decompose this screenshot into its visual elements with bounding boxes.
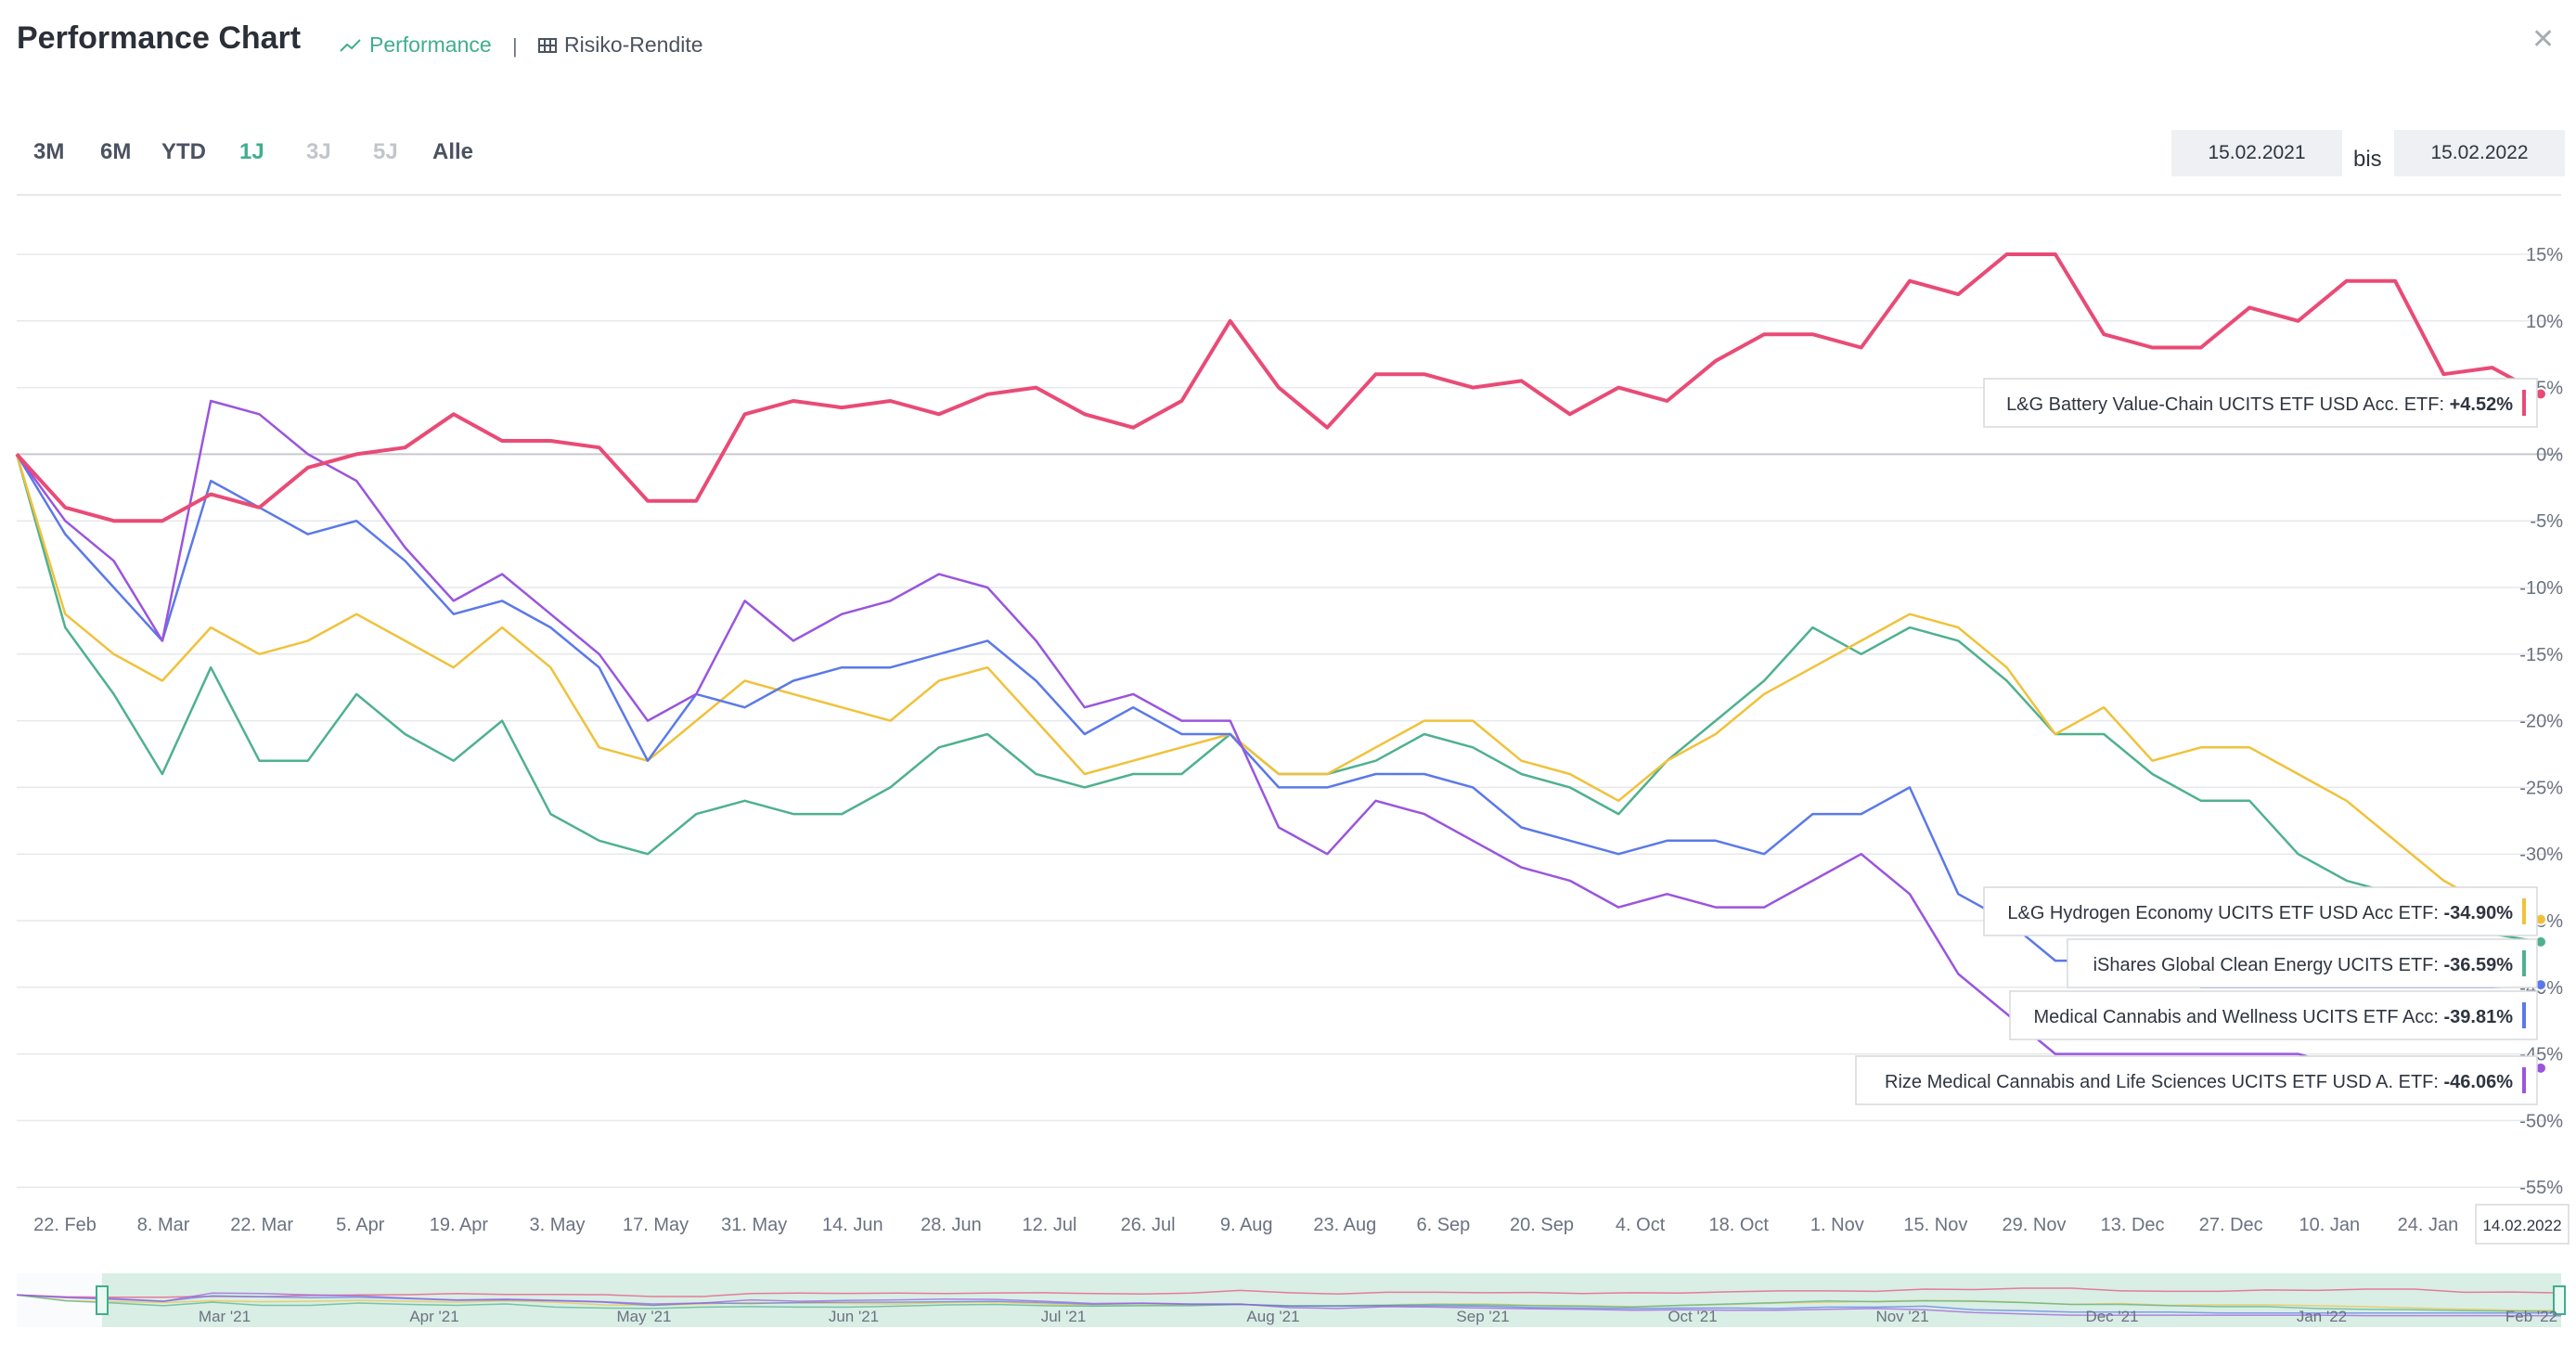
navigator-label: Jan '22 xyxy=(2297,1308,2347,1325)
tooltip-clean_energy xyxy=(2067,938,2538,988)
x-tick-label: 24. Jan xyxy=(2398,1215,2459,1235)
x-tick-label: 10. Jan xyxy=(2299,1215,2360,1235)
tooltip-text: L&G Battery Value-Chain UCITS ETF USD Ac… xyxy=(2006,394,2513,415)
tab-risk-return-label: Risiko-Rendite xyxy=(564,32,703,57)
range-button-3m[interactable]: 3M xyxy=(33,139,65,164)
end-date-box xyxy=(2475,1204,2570,1245)
x-tick-label: 1. Nov xyxy=(1810,1215,1864,1235)
x-tick-label: 5. Apr xyxy=(336,1215,385,1235)
x-tick-label: 26. Jul xyxy=(1121,1215,1176,1235)
navigator-label: Mar '21 xyxy=(199,1308,251,1325)
series-line-battery[interactable] xyxy=(15,252,2542,523)
x-tick-label: 27. Dec xyxy=(2199,1215,2263,1235)
y-tick-label: -20% xyxy=(2519,712,2563,732)
navigator-label: Oct '21 xyxy=(1668,1308,1717,1325)
x-tick-label: 31. May xyxy=(721,1215,787,1235)
tab-risk-return[interactable]: Risiko-Rendite xyxy=(538,32,703,58)
x-tick-label: 19. Apr xyxy=(430,1215,489,1235)
x-tick-label: 13. Dec xyxy=(2101,1215,2165,1235)
tooltip-color-bar xyxy=(2522,1002,2526,1028)
y-tick-label: -55% xyxy=(2519,1178,2563,1198)
x-tick-label: 22. Mar xyxy=(230,1215,293,1235)
x-tick-label: 23. Aug xyxy=(1313,1215,1376,1235)
range-button-5j: 5J xyxy=(373,139,398,164)
x-tick-label: 15. Nov xyxy=(1903,1215,1967,1235)
navigator-label: May '21 xyxy=(617,1308,672,1325)
navigator-label: Jul '21 xyxy=(1041,1308,1087,1325)
navigator-series-battery xyxy=(16,1287,2562,1298)
y-tick-label: 10% xyxy=(2526,312,2563,332)
tooltip-text: L&G Hydrogen Economy UCITS ETF USD Acc E… xyxy=(2007,903,2513,923)
tooltip-cannabis_wellness xyxy=(2009,990,2538,1040)
x-tick-label: 8. Mar xyxy=(137,1215,190,1235)
y-tick-label: -50% xyxy=(2519,1111,2563,1131)
series-line-hydrogen[interactable] xyxy=(15,454,2542,921)
x-tick-label: 18. Oct xyxy=(1708,1215,1769,1235)
range-button-6m[interactable]: 6M xyxy=(100,139,132,164)
date-from-input[interactable]: 15.02.2021 xyxy=(2171,130,2342,176)
end-date-label: 14.02.2022 xyxy=(2482,1217,2561,1234)
tab-performance[interactable]: Performance xyxy=(340,32,492,58)
x-tick-label: 20. Sep xyxy=(1510,1215,1574,1235)
navigator-label: Feb '22 xyxy=(2505,1308,2557,1325)
range-button-ytd[interactable]: YTD xyxy=(161,139,206,164)
y-tick-label: -25% xyxy=(2519,778,2563,798)
y-tick-label: -5% xyxy=(2530,511,2563,532)
y-tick-label: 15% xyxy=(2526,245,2563,265)
navigator-right-handle[interactable] xyxy=(2553,1285,2566,1315)
x-tick-label: 28. Jun xyxy=(921,1215,982,1235)
navigator-series-rize_cannabis xyxy=(16,1292,2562,1317)
x-tick-label: 17. May xyxy=(623,1215,689,1235)
y-tick-label: -15% xyxy=(2519,645,2563,665)
line-chart-icon xyxy=(340,38,361,52)
tooltip-color-bar xyxy=(2522,950,2526,976)
tooltip-text: Rize Medical Cannabis and Life Sciences … xyxy=(1885,1072,2513,1092)
navigator-label: Dec '21 xyxy=(2085,1308,2138,1325)
y-tick-label: -30% xyxy=(2519,845,2563,865)
tooltip-color-bar xyxy=(2522,390,2526,416)
navigator-left-handle[interactable] xyxy=(96,1285,109,1315)
x-tick-label: 22. Feb xyxy=(33,1215,97,1235)
x-tick-label: 12. Jul xyxy=(1023,1215,1077,1235)
navigator-label: Sep '21 xyxy=(1456,1308,1509,1325)
tooltip-text: Medical Cannabis and Wellness UCITS ETF … xyxy=(2033,1007,2513,1027)
navigator-label: Nov '21 xyxy=(1875,1308,1928,1325)
x-tick-label: 4. Oct xyxy=(1616,1215,1666,1235)
y-tick-label: 0% xyxy=(2536,445,2563,465)
date-to-input[interactable]: 15.02.2022 xyxy=(2394,130,2565,176)
range-button-1j[interactable]: 1J xyxy=(239,139,264,164)
series-line-rize_cannabis[interactable] xyxy=(15,399,2542,1070)
tooltip-battery xyxy=(1983,378,2538,428)
tooltip-rize_cannabis xyxy=(1855,1055,2538,1105)
tab-performance-label: Performance xyxy=(369,32,492,57)
x-tick-label: 29. Nov xyxy=(2003,1215,2067,1235)
tooltip-hydrogen xyxy=(1983,886,2538,936)
grid-icon xyxy=(538,37,557,53)
page-title: Performance Chart xyxy=(17,20,302,56)
series-line-clean_energy[interactable] xyxy=(15,454,2542,944)
navigator-label: Jun '21 xyxy=(829,1308,879,1325)
x-tick-label: 6. Sep xyxy=(1416,1215,1470,1235)
close-icon[interactable]: ✕ xyxy=(2531,24,2556,55)
tooltip-text: iShares Global Clean Energy UCITS ETF: -… xyxy=(2093,955,2514,975)
x-tick-label: 14. Jun xyxy=(822,1215,883,1235)
y-tick-label: -10% xyxy=(2519,578,2563,599)
navigator-label: Aug '21 xyxy=(1246,1308,1299,1325)
x-tick-label: 9. Aug xyxy=(1220,1215,1273,1235)
tooltip-color-bar xyxy=(2522,898,2526,924)
range-button-3j: 3J xyxy=(306,139,331,164)
date-range-separator: bis xyxy=(2353,147,2382,172)
tab-separator: | xyxy=(512,34,518,58)
x-tick-label: 3. May xyxy=(529,1215,585,1235)
navigator-label: Apr '21 xyxy=(409,1308,458,1325)
tooltip-color-bar xyxy=(2522,1067,2526,1093)
range-button-alle[interactable]: Alle xyxy=(432,139,474,164)
